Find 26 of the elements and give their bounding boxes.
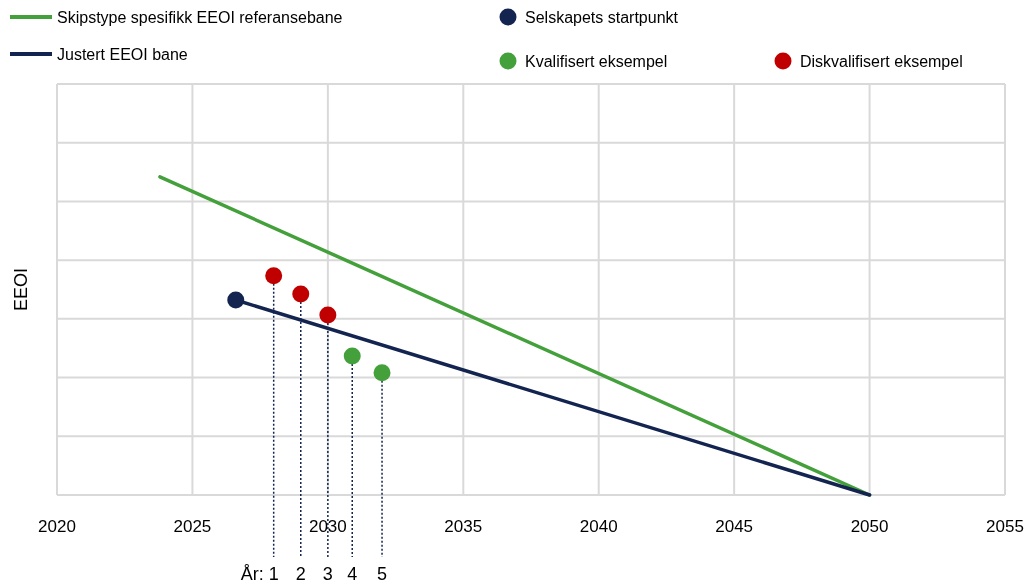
point [319,306,337,324]
point [343,347,361,365]
x-tick-label: 2025 [173,517,212,536]
legend-label: Diskvalifisert eksempel [800,53,963,70]
x-tick-label: 2035 [444,517,483,536]
y-axis-title: EEOI [11,267,31,312]
legend-label: Kvalifisert eksempel [525,53,668,70]
legend-label: Justert EEOI bane [57,46,188,63]
annotation: 4 [347,564,358,584]
legend-label: Selskapets startpunkt [525,9,679,26]
x-tick-label: 2030 [308,517,347,536]
point [373,364,391,382]
x-tick-label: 2040 [579,517,618,536]
x-tick-label: 2045 [715,517,754,536]
legend-label: Skipstype spesifikk EEOI referansebane [57,9,343,26]
point [265,267,283,285]
annotation: 5 [377,564,388,584]
point [292,285,310,303]
annotation: 1 [268,564,279,584]
annotation: 2 [295,564,306,584]
text: År: [240,564,264,584]
x-tick-label: 2050 [850,517,889,536]
annotation: 3 [322,564,333,584]
x-tick-label: 2055 [986,517,1024,536]
x-tick-label: 2020 [38,517,76,536]
point [227,291,245,309]
